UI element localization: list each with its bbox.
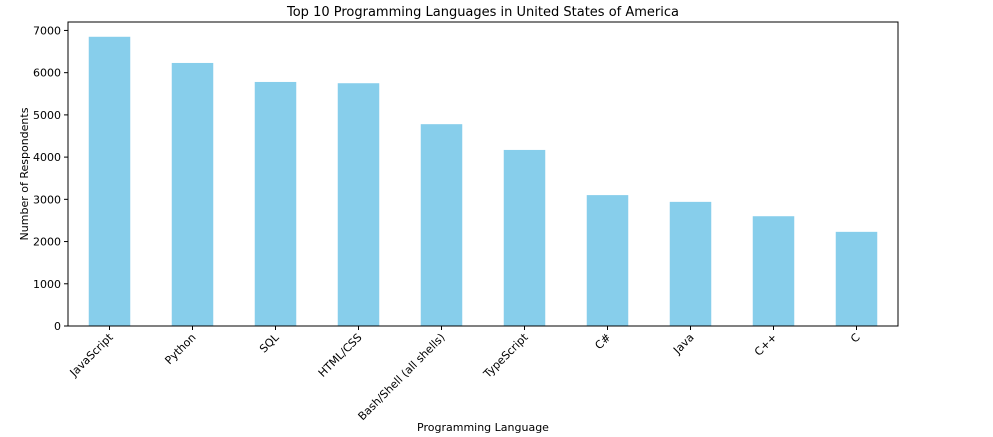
y-tick-label: 4000 xyxy=(33,151,61,164)
x-tick-label: Bash/Shell (all shells) xyxy=(355,331,447,423)
bar-c- xyxy=(752,216,795,326)
y-tick-label: 0 xyxy=(54,320,61,333)
y-tick-label: 3000 xyxy=(33,193,61,206)
bar-sql xyxy=(254,81,297,326)
bar-bash-shell-all-shells- xyxy=(420,124,463,326)
x-tick-label: TypeScript xyxy=(480,330,531,381)
y-tick-label: 6000 xyxy=(33,67,61,80)
bar-c- xyxy=(586,195,629,326)
x-tick-label: Python xyxy=(162,331,198,367)
bar-typescript xyxy=(503,149,546,326)
x-tick-label: SQL xyxy=(257,330,282,355)
y-tick-label: 5000 xyxy=(33,109,61,122)
x-tick-label: JavaScript xyxy=(67,330,116,379)
y-tick-label: 1000 xyxy=(33,278,61,291)
y-axis-label: Number of Respondents xyxy=(18,107,31,240)
bar-python xyxy=(171,62,214,326)
bar-javascript xyxy=(88,36,131,327)
bar-html-css xyxy=(337,83,380,326)
x-tick-label: C++ xyxy=(752,331,780,359)
bars-group xyxy=(88,36,878,327)
x-tick-label: C# xyxy=(592,331,613,352)
y-axis-ticks: 0 1000 2000 3000 4000 5000 6000 7000 xyxy=(33,24,68,333)
chart-title: Top 10 Programming Languages in United S… xyxy=(286,5,679,20)
x-tick-label: C xyxy=(848,331,863,346)
bar-c xyxy=(835,231,878,326)
x-tick-label: HTML/CSS xyxy=(316,331,365,380)
plot-frame xyxy=(67,21,899,327)
x-axis-label: Programming Language xyxy=(417,421,549,434)
bar-java xyxy=(669,201,712,326)
y-tick-label: 2000 xyxy=(33,236,61,249)
x-tick-label: Java xyxy=(670,331,696,357)
y-tick-label: 7000 xyxy=(33,24,61,37)
